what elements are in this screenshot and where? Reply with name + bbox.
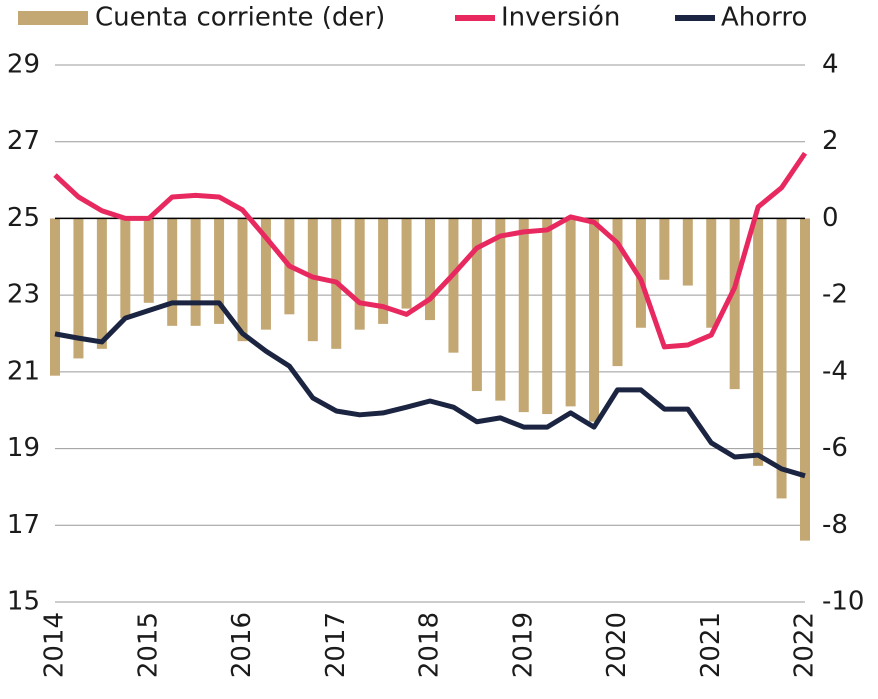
y2-tick-label: -4 bbox=[822, 356, 848, 386]
bar bbox=[425, 218, 435, 321]
bar bbox=[354, 218, 365, 330]
y2-tick-label: 0 bbox=[822, 203, 839, 233]
x-tick-label: 2017 bbox=[321, 612, 351, 678]
bar bbox=[495, 218, 506, 401]
x-tick-label: 2020 bbox=[602, 612, 632, 678]
y-tick-label: 25 bbox=[7, 203, 40, 233]
bar bbox=[471, 218, 482, 392]
bar bbox=[73, 218, 84, 359]
bar bbox=[776, 218, 787, 499]
line bbox=[54, 300, 806, 479]
x-tick-label: 2016 bbox=[227, 612, 257, 678]
x-tick-label: 2019 bbox=[508, 612, 538, 678]
x-tick-label: 2022 bbox=[790, 612, 820, 678]
y2-tick-label: -10 bbox=[822, 587, 864, 617]
bar bbox=[589, 218, 600, 422]
bar bbox=[260, 218, 271, 330]
bar bbox=[96, 218, 107, 349]
bar bbox=[214, 218, 225, 324]
legend-label: Cuenta corriente (der) bbox=[95, 3, 385, 33]
y-tick-label: 19 bbox=[7, 433, 40, 463]
bar bbox=[800, 218, 810, 541]
x-tick-label: 2018 bbox=[415, 612, 445, 678]
y2-tick-label: -6 bbox=[822, 433, 848, 463]
line bbox=[53, 151, 808, 350]
bar bbox=[120, 218, 131, 319]
bar bbox=[190, 218, 201, 326]
bar bbox=[659, 218, 670, 280]
bar bbox=[237, 218, 248, 342]
y-tick-label: 15 bbox=[7, 587, 40, 617]
y-tick-label: 21 bbox=[7, 356, 40, 386]
bar bbox=[729, 218, 740, 390]
y-tick-label: 27 bbox=[7, 126, 40, 156]
x-tick-label: 2014 bbox=[40, 612, 70, 678]
legend-label: Inversión bbox=[501, 3, 620, 33]
bar bbox=[378, 218, 389, 324]
bar bbox=[448, 218, 459, 353]
bar bbox=[542, 218, 553, 415]
legend-label: Ahorro bbox=[721, 3, 807, 33]
bar bbox=[753, 218, 764, 466]
bar bbox=[706, 218, 717, 328]
bar bbox=[612, 218, 623, 367]
x-tick-label: 2015 bbox=[133, 612, 163, 678]
bar bbox=[682, 218, 693, 286]
y-tick-label: 29 bbox=[7, 50, 40, 80]
bar bbox=[565, 218, 576, 407]
bar bbox=[635, 218, 646, 328]
y-tick-label: 17 bbox=[7, 510, 40, 540]
bar bbox=[401, 218, 412, 309]
bar bbox=[167, 218, 178, 326]
y2-tick-label: -8 bbox=[822, 510, 848, 540]
y-tick-label: 23 bbox=[7, 280, 40, 310]
bar bbox=[143, 218, 154, 303]
y2-tick-label: 4 bbox=[822, 50, 839, 80]
legend-swatch bbox=[18, 11, 88, 25]
y2-tick-label: -2 bbox=[822, 280, 848, 310]
bar bbox=[518, 218, 529, 413]
y2-tick-label: 2 bbox=[822, 126, 839, 156]
bar bbox=[307, 218, 318, 342]
bar bbox=[50, 218, 60, 376]
x-tick-label: 2021 bbox=[696, 612, 726, 678]
